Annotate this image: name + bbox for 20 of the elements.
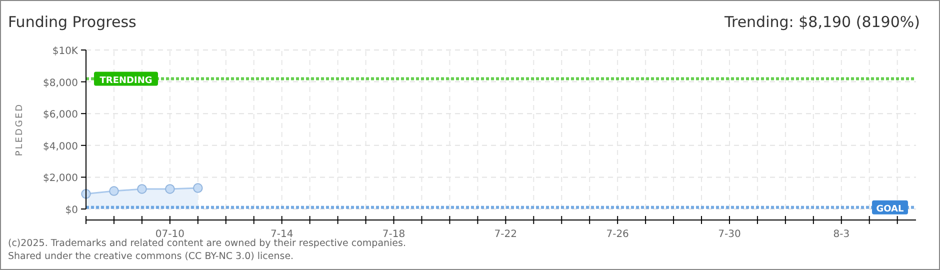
y-tick-label: $10K xyxy=(52,46,78,57)
chart-subtitle: Trending: $8,190 (8190%) xyxy=(724,13,920,31)
text: (c)2025. Trademarks and related content are owned by their respective companies. xyxy=(8,238,406,249)
ref-line-label: GOAL xyxy=(876,204,904,214)
x-tick-label: 7-14 xyxy=(270,229,294,240)
x-tick-label: 7-30 xyxy=(718,229,741,240)
ref-line-label: TRENDING xyxy=(100,76,152,86)
x-tick-label: 07-10 xyxy=(155,229,184,240)
text: Shared under the creative commons (CC BY-NC 3.0) license. xyxy=(8,251,294,262)
y-tick-label: $6,000 xyxy=(43,110,78,121)
chart-title: Funding Progress xyxy=(8,13,137,31)
x-tick-label: 7-22 xyxy=(494,229,518,240)
x-tick-label: 8-3 xyxy=(833,229,850,240)
x-tick-label: 7-18 xyxy=(382,229,406,240)
y-axis-title: PLEDGED xyxy=(15,102,25,156)
y-tick-label: $4,000 xyxy=(43,141,78,152)
y-tick-label: $2,000 xyxy=(43,173,78,184)
y-tick-label: $0 xyxy=(65,205,78,216)
x-tick-label: 7-26 xyxy=(606,229,629,240)
y-tick-label: $8,000 xyxy=(43,78,78,89)
